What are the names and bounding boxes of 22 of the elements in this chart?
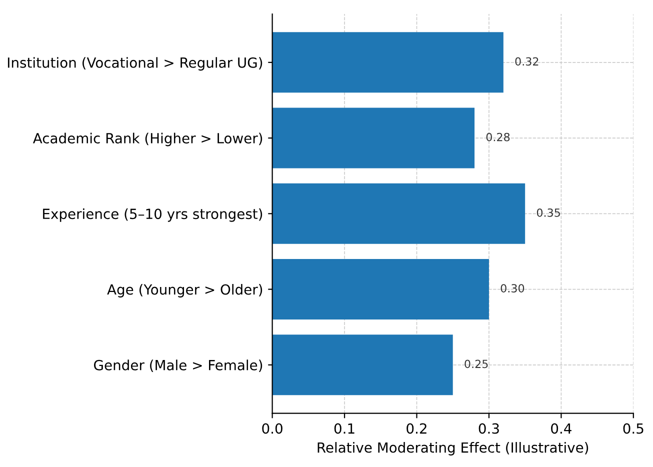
bar: [272, 334, 453, 396]
x-tick-label: 0.0: [262, 423, 282, 434]
x-tick-label: 0.1: [334, 423, 354, 434]
data-label: 0.28: [486, 132, 510, 142]
bar: [272, 183, 526, 244]
y-tick-label: Age (Younger > Older): [107, 284, 262, 298]
y-tick-label: Gender (Male > Female): [94, 360, 262, 372]
y-tick-label: Academic Rank (Higher > Lower): [32, 132, 262, 146]
y-tick-label: Institution (Vocational > Regular UG): [8, 57, 262, 71]
x-axis-title: Relative Moderating Effect (Illustrative): [318, 442, 588, 456]
bar: [272, 32, 504, 93]
bar: [272, 259, 489, 320]
data-label: 0.30: [500, 284, 524, 292]
data-label: 0.35: [536, 208, 560, 217]
x-tick-label: 0.2: [406, 423, 426, 434]
data-label: 0.25: [464, 360, 488, 368]
y-tick-label: Experience (5–10 yrs strongest): [43, 208, 262, 222]
x-tick-label: 0.5: [623, 423, 644, 434]
x-tick-label: 0.3: [478, 423, 499, 434]
x-tick-label: 0.4: [551, 423, 572, 434]
bar: [272, 108, 475, 168]
data-label: 0.32: [515, 57, 538, 66]
